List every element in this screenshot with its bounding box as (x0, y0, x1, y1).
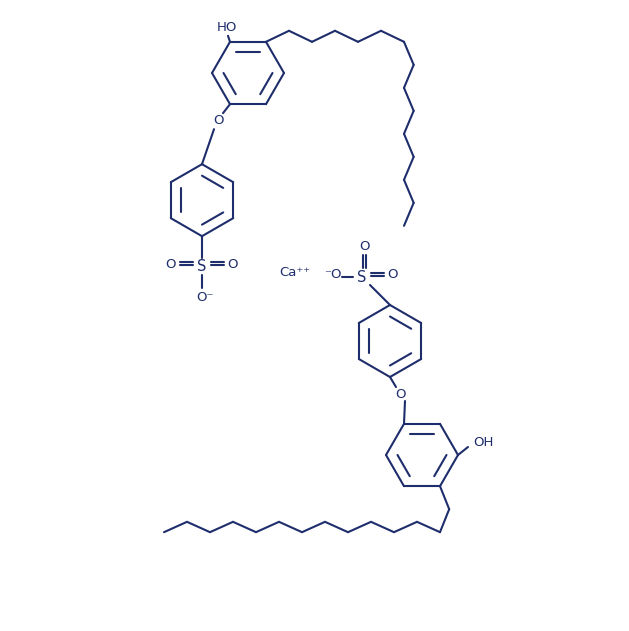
Text: S: S (198, 259, 207, 274)
Text: OH: OH (473, 437, 493, 449)
Text: O: O (228, 257, 238, 271)
Text: O: O (395, 389, 405, 401)
Text: S: S (357, 269, 367, 285)
Text: O⁻: O⁻ (196, 291, 214, 304)
Text: Ca⁺⁺: Ca⁺⁺ (279, 266, 311, 280)
Text: O: O (387, 269, 398, 281)
Text: O: O (213, 114, 223, 127)
Text: O: O (166, 257, 176, 271)
Text: HO: HO (217, 21, 237, 34)
Text: O: O (359, 240, 369, 252)
Text: ⁻O: ⁻O (325, 269, 342, 281)
